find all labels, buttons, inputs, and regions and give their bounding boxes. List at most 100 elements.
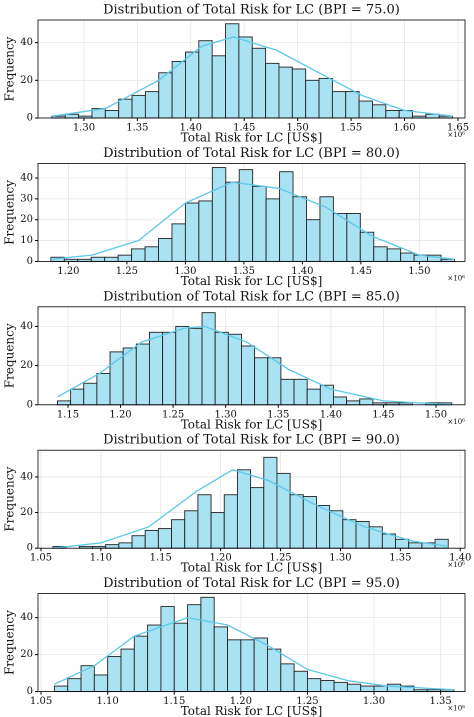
y-tick-label: 0 [27, 543, 33, 554]
bar [250, 487, 265, 549]
y-tick-label: 40 [20, 37, 33, 48]
bar [346, 212, 361, 262]
y-tick-label: 20 [20, 214, 33, 225]
y-axis-label: Frequency [3, 36, 17, 101]
bar [105, 544, 120, 549]
bar [252, 185, 267, 262]
bar [278, 66, 293, 119]
bar [158, 238, 173, 262]
bar [265, 62, 280, 119]
x-tick-label: 1.45 [372, 409, 394, 420]
bar [291, 68, 307, 119]
kde-line [52, 469, 449, 549]
y-tick-label: 30 [20, 193, 33, 204]
bar [133, 635, 149, 693]
x-tick-label: 1.35 [126, 123, 148, 134]
x-tick-label: 1.15 [57, 409, 79, 420]
bar [280, 378, 295, 406]
x-tick-label: 1.35 [233, 266, 255, 277]
y-axis-label: Frequency [3, 610, 17, 675]
y-tick-label: 40 [20, 172, 33, 183]
chart-title: Distribution of Total Risk for LC (BPI =… [103, 3, 400, 18]
bar [198, 40, 213, 119]
bar [386, 248, 402, 262]
bar [147, 624, 162, 693]
bar [386, 683, 402, 693]
bar [120, 648, 135, 693]
bar [160, 606, 175, 693]
x-tick-label: 1.35 [429, 696, 451, 707]
x-tick-label: 1.25 [269, 553, 291, 564]
bar [53, 685, 69, 693]
y-axis-label: Frequency [3, 467, 17, 532]
bar [333, 681, 348, 693]
y-tick-label: 0 [27, 113, 33, 124]
bar [280, 663, 295, 693]
x-tick-label: 1.20 [109, 409, 131, 420]
x-tick-label: 1.50 [408, 266, 430, 277]
chart-title: Distribution of Total Risk for LC (BPI =… [103, 433, 400, 448]
bar [320, 680, 335, 693]
x-tick-label: 1.50 [425, 409, 447, 420]
x-tick-label: 1.55 [340, 123, 362, 134]
kde-line [57, 325, 452, 406]
bar [109, 351, 124, 406]
bar [346, 400, 361, 406]
y-tick-label: 0 [27, 399, 33, 410]
bar [118, 542, 133, 549]
bar [185, 51, 200, 119]
axes-frame [37, 19, 466, 119]
y-tick-label: 20 [20, 360, 33, 371]
bar [400, 252, 415, 262]
bar [171, 519, 186, 549]
x-tick-label: 1.40 [180, 123, 202, 134]
y-tick-label: 40 [20, 612, 33, 623]
bar [236, 469, 252, 549]
x-tick-label: 1.20 [210, 553, 232, 564]
bar [93, 674, 109, 693]
bar [144, 529, 159, 549]
bar [359, 398, 374, 406]
bar [171, 61, 186, 119]
x-tick-label: 1.05 [30, 553, 52, 564]
x-tick-label: 1.30 [73, 123, 95, 134]
bar [408, 542, 423, 549]
bar [175, 325, 190, 406]
bar [184, 202, 200, 262]
y-tick-label: 20 [20, 649, 33, 660]
x-tick-label: 1.10 [90, 553, 112, 564]
bar [342, 519, 357, 549]
y-tick-label: 0 [27, 256, 33, 267]
bar [104, 256, 119, 262]
x-tick-label: 1.45 [350, 266, 372, 277]
bar [267, 357, 282, 406]
bar [214, 331, 229, 406]
y-tick-label: 40 [20, 471, 33, 482]
kde-line [54, 616, 454, 691]
x-tick-label: 1.40 [320, 409, 342, 420]
bar [188, 327, 203, 406]
axes-frame [37, 162, 466, 262]
x-tick-label: 1.10 [97, 696, 119, 707]
bar [306, 388, 321, 406]
x-offset-label: ×10⁶ [447, 418, 465, 426]
bar [265, 198, 281, 262]
bar [289, 494, 304, 549]
bar [144, 91, 160, 119]
chart-title: Distribution of Total Risk for LC (BPI =… [103, 146, 400, 161]
bar [227, 639, 242, 693]
bar [223, 494, 238, 549]
bar [372, 104, 387, 119]
bar [293, 670, 308, 693]
bar [395, 538, 410, 549]
x-tick-label: 1.20 [230, 696, 252, 707]
x-offset-label: ×10⁶ [447, 274, 465, 282]
bar [373, 685, 388, 693]
bar [360, 685, 375, 693]
chart-title: Distribution of Total Risk for LC (BPI =… [103, 289, 400, 304]
bar [197, 494, 212, 549]
bar [117, 254, 133, 262]
x-axis-label: Total Risk for LC [US$] [181, 561, 323, 575]
x-tick-label: 1.35 [389, 553, 411, 564]
